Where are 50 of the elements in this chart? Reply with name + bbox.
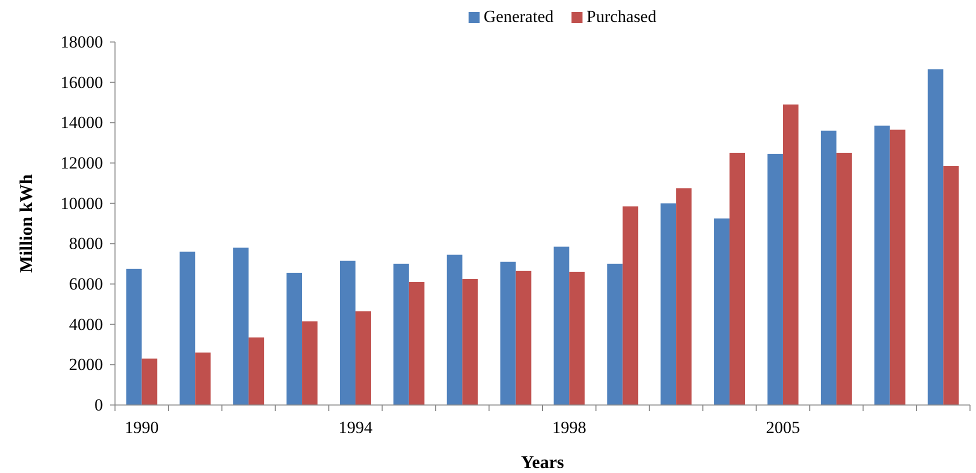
bar (195, 352, 211, 405)
bar (767, 154, 783, 405)
bar (286, 272, 302, 405)
bar (820, 130, 836, 405)
bar (676, 188, 692, 405)
bar (782, 104, 798, 405)
bar (408, 282, 424, 405)
bar (446, 254, 462, 405)
bar (569, 272, 585, 405)
bar (500, 262, 516, 405)
bar (730, 152, 746, 405)
y-tick-label: 6000 (69, 274, 103, 294)
x-tick-label: 1990 (124, 418, 159, 437)
y-axis-title: Million kWh (16, 174, 36, 273)
bar (462, 278, 478, 405)
x-axis-title: Years (521, 452, 564, 472)
bar (340, 260, 356, 405)
bar (943, 166, 959, 405)
bar (554, 246, 570, 405)
bar (233, 248, 249, 405)
bar (355, 311, 371, 405)
legend-label: Purchased (586, 7, 657, 26)
y-tick-label: 0 (94, 395, 103, 414)
bar (660, 203, 676, 405)
bar (126, 268, 142, 405)
bar (142, 358, 158, 405)
y-tick-label: 12000 (60, 153, 103, 172)
bar (248, 337, 264, 405)
bar (393, 264, 409, 405)
bar (607, 264, 623, 405)
bar (874, 126, 890, 405)
y-tick-label: 18000 (60, 32, 103, 52)
bar (714, 218, 730, 405)
y-tick-label: 4000 (69, 314, 103, 334)
bar (516, 270, 532, 405)
legend-label: Generated (484, 7, 554, 26)
bar (836, 152, 852, 405)
bar (622, 206, 638, 405)
y-tick-label: 2000 (69, 355, 103, 374)
x-tick-label: 1998 (552, 418, 586, 437)
y-tick-label: 16000 (60, 72, 103, 92)
y-tick-label: 14000 (60, 113, 103, 132)
bar (180, 252, 196, 405)
bar (890, 130, 906, 405)
bar (302, 321, 318, 405)
y-tick-label: 8000 (69, 234, 103, 254)
x-tick-label: 1994 (338, 418, 373, 437)
x-tick-label: 2005 (766, 418, 800, 437)
y-tick-label: 10000 (60, 194, 103, 213)
bar (928, 69, 944, 405)
